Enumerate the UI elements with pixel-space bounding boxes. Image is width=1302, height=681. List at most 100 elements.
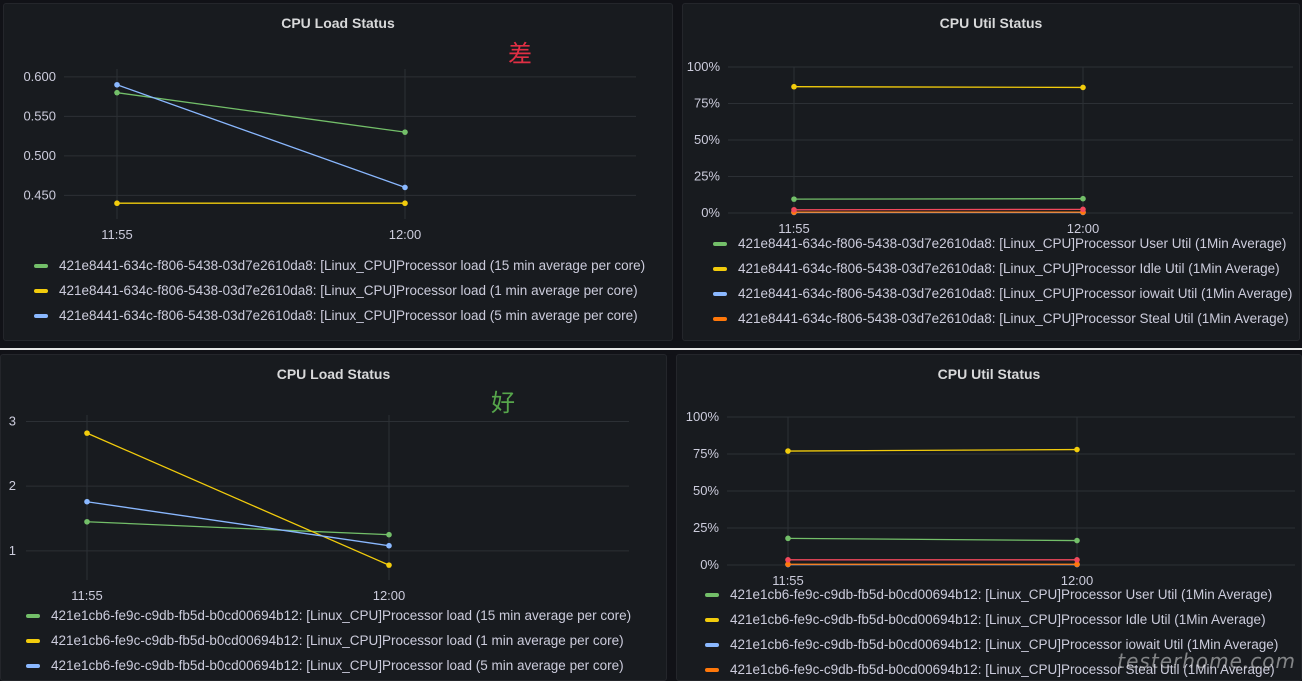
y-tick-label: 50%	[694, 132, 720, 147]
data-point[interactable]	[1080, 195, 1086, 202]
y-tick-label: 0.450	[23, 187, 56, 202]
legend-item[interactable]: 421e8441-634c-f806-5438-03d7e2610da8: [L…	[34, 278, 645, 303]
legend-item[interactable]: 421e8441-634c-f806-5438-03d7e2610da8: [L…	[34, 253, 645, 278]
series-line[interactable]	[793, 86, 1084, 89]
legend-item[interactable]: 421e1cb6-fe9c-c9db-fb5d-b0cd00694b12: [L…	[26, 603, 631, 628]
legend-item[interactable]: 421e8441-634c-f806-5438-03d7e2610da8: [L…	[713, 306, 1292, 331]
chart-area[interactable]: 0.450 0.500 0.550 0.600 11:55 12:00	[4, 4, 673, 254]
legend-color-swatch	[713, 266, 727, 271]
chart-area[interactable]: 0% 25% 50% 75% 100% 11:55 12:00	[677, 355, 1302, 585]
data-point[interactable]	[84, 498, 90, 505]
data-point[interactable]	[791, 206, 797, 213]
data-point[interactable]	[785, 448, 791, 454]
y-tick-label: 75%	[694, 96, 720, 111]
watermark: testerhome.com	[1117, 649, 1296, 673]
chart-area[interactable]: 0% 25% 50% 75% 100% 11:55 12:00	[683, 4, 1300, 234]
legend-label: 421e1cb6-fe9c-c9db-fb5d-b0cd00694b12: [L…	[51, 633, 624, 648]
cpu-util-panel-bottom: CPU Util Status 0% 25% 50% 75% 100% 11:55 12:0…	[676, 354, 1302, 681]
legend-item[interactable]: 421e8441-634c-f806-5438-03d7e2610da8: [L…	[713, 281, 1292, 306]
data-point[interactable]	[785, 557, 791, 563]
series-line[interactable]	[86, 501, 390, 547]
panel-title[interactable]: CPU Util Status	[939, 15, 1043, 31]
series-line[interactable]	[116, 92, 406, 133]
legend-color-swatch	[713, 241, 727, 246]
data-point[interactable]	[114, 200, 120, 207]
legend-label: 421e1cb6-fe9c-c9db-fb5d-b0cd00694b12: [L…	[51, 658, 624, 673]
y-tick-label: 25%	[694, 169, 720, 184]
legend-label: 421e8441-634c-f806-5438-03d7e2610da8: [L…	[738, 311, 1289, 326]
data-point[interactable]	[386, 531, 392, 538]
section-divider	[0, 348, 1302, 350]
legend-color-swatch	[705, 592, 719, 597]
series-line[interactable]	[86, 432, 390, 566]
series-line[interactable]	[86, 521, 390, 536]
legend: 421e8441-634c-f806-5438-03d7e2610da8: [L…	[713, 231, 1292, 331]
legend-label: 421e8441-634c-f806-5438-03d7e2610da8: [L…	[738, 286, 1293, 301]
y-tick-label: 3	[9, 413, 16, 428]
data-point[interactable]	[402, 184, 408, 191]
data-point[interactable]	[402, 129, 408, 135]
y-tick-label: 100%	[686, 409, 720, 424]
data-point[interactable]	[1074, 446, 1080, 453]
y-tick-label: 0%	[701, 205, 720, 220]
panel-title[interactable]: CPU Util Status	[937, 366, 1041, 382]
data-point[interactable]	[791, 83, 797, 90]
series-line[interactable]	[787, 448, 1078, 452]
legend-label: 421e1cb6-fe9c-c9db-fb5d-b0cd00694b12: [L…	[51, 608, 632, 623]
legend-item[interactable]: 421e1cb6-fe9c-c9db-fb5d-b0cd00694b12: [L…	[705, 582, 1278, 607]
x-tick-label: 11:55	[778, 221, 810, 234]
legend-item[interactable]: 421e1cb6-fe9c-c9db-fb5d-b0cd00694b12: [L…	[705, 657, 1278, 680]
legend-item[interactable]: 421e8441-634c-f806-5438-03d7e2610da8: [L…	[34, 303, 645, 328]
x-tick-label: 12:00	[1061, 573, 1094, 585]
data-point[interactable]	[785, 535, 791, 542]
legend-item[interactable]: 421e1cb6-fe9c-c9db-fb5d-b0cd00694b12: [L…	[705, 632, 1278, 657]
legend-color-swatch	[705, 617, 719, 622]
series-line[interactable]	[787, 537, 1078, 542]
data-point[interactable]	[114, 81, 120, 88]
legend-item[interactable]: 421e1cb6-fe9c-c9db-fb5d-b0cd00694b12: [L…	[26, 628, 631, 653]
legend-item[interactable]: 421e8441-634c-f806-5438-03d7e2610da8: [L…	[713, 256, 1292, 281]
data-point[interactable]	[84, 430, 90, 436]
data-point[interactable]	[1074, 537, 1080, 544]
data-point[interactable]	[386, 542, 392, 549]
legend: 421e8441-634c-f806-5438-03d7e2610da8: [L…	[34, 253, 645, 328]
chart-area[interactable]: 1 2 3 11:55 12:00	[1, 355, 667, 605]
legend-item[interactable]: 421e8441-634c-f806-5438-03d7e2610da8: [L…	[713, 231, 1292, 256]
data-point[interactable]	[386, 562, 392, 568]
panel-title[interactable]: CPU Load Status	[276, 366, 391, 382]
legend-item[interactable]: 421e1cb6-fe9c-c9db-fb5d-b0cd00694b12: [L…	[705, 607, 1278, 632]
data-point[interactable]	[1074, 557, 1080, 563]
legend-color-swatch	[26, 663, 40, 668]
legend-label: 421e8441-634c-f806-5438-03d7e2610da8: [L…	[59, 258, 646, 273]
y-tick-label: 25%	[693, 520, 719, 535]
y-tick-label: 0%	[700, 557, 719, 572]
x-tick-label: 11:55	[772, 573, 804, 585]
series-line[interactable]	[116, 84, 406, 189]
data-point[interactable]	[114, 89, 120, 96]
data-point[interactable]	[84, 518, 90, 525]
data-point[interactable]	[402, 200, 408, 207]
legend-color-swatch	[705, 667, 719, 672]
y-tick-label: 1	[9, 543, 16, 558]
data-point[interactable]	[1074, 561, 1080, 568]
data-point[interactable]	[791, 196, 797, 202]
legend-label: 421e1cb6-fe9c-c9db-fb5d-b0cd00694b12: [L…	[730, 587, 1273, 602]
y-tick-label: 50%	[693, 483, 719, 498]
legend-color-swatch	[26, 638, 40, 643]
data-point[interactable]	[785, 561, 791, 568]
legend-color-swatch	[34, 313, 48, 318]
legend-color-swatch	[26, 613, 40, 618]
y-tick-label: 0.600	[23, 69, 56, 84]
data-point[interactable]	[1080, 206, 1086, 213]
legend-color-swatch	[713, 291, 727, 296]
legend-item[interactable]: 421e1cb6-fe9c-c9db-fb5d-b0cd00694b12: [L…	[26, 653, 631, 678]
status-note: 差	[508, 40, 532, 68]
data-point[interactable]	[1080, 84, 1086, 91]
y-tick-label: 2	[9, 478, 16, 493]
x-tick-label: 12:00	[1067, 221, 1100, 234]
panel-title[interactable]: CPU Load Status	[281, 15, 395, 31]
y-tick-label: 75%	[693, 446, 719, 461]
cpu-load-panel-bottom: CPU Load Status 好 1 2 3 11:55 12:00 421e1cb6…	[0, 354, 667, 681]
legend: 421e1cb6-fe9c-c9db-fb5d-b0cd00694b12: [L…	[705, 582, 1278, 680]
y-tick-label: 0.550	[23, 108, 56, 123]
